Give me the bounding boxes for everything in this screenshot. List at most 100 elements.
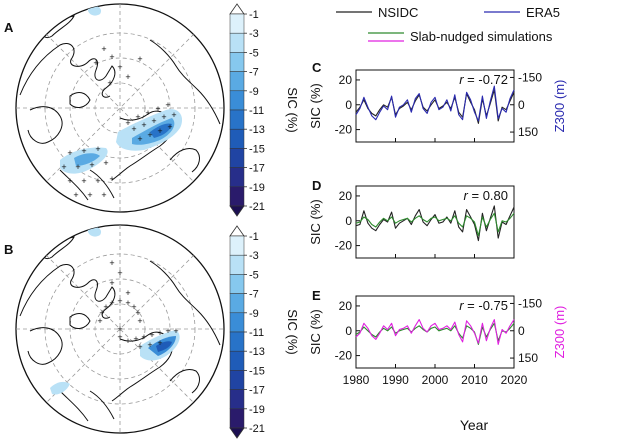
svg-text:+: + xyxy=(173,326,178,336)
series-line xyxy=(355,212,515,237)
colorbar-b-bin xyxy=(229,293,245,314)
svg-text:+: + xyxy=(131,302,136,312)
svg-text:+: + xyxy=(131,124,136,134)
svg-text:+: + xyxy=(97,316,102,326)
series-line xyxy=(355,85,515,122)
colorbar-a-bin xyxy=(229,186,245,207)
map-b-significance-markers: ++++ ++ + + + ++ + + ++ + + + + + + + + + + xyxy=(97,258,178,352)
svg-text:+: + xyxy=(137,134,142,144)
colorbar-b-bin xyxy=(229,312,245,333)
colorbar-b-label: SIC (%) xyxy=(285,309,300,355)
colorbar-b-tick-label: -5 xyxy=(249,269,259,281)
correlation-annotation: r = 0.80 xyxy=(464,188,508,203)
svg-text:+: + xyxy=(133,334,138,344)
svg-text:+: + xyxy=(75,162,80,172)
y2-axis-label: Z300 (m) xyxy=(552,306,567,359)
colorbar-a-extend-top xyxy=(229,3,245,15)
colorbar-b-tick-label: -1 xyxy=(249,231,259,243)
svg-text:+: + xyxy=(117,268,122,278)
map-a-sic-anomaly xyxy=(60,5,183,174)
y-tick-label: 20 xyxy=(339,189,353,203)
svg-text:+: + xyxy=(157,328,162,338)
y-tick-label: -20 xyxy=(335,239,353,253)
series-line xyxy=(355,319,515,345)
colorbar-b-bin xyxy=(229,389,245,410)
colorbar-b-bin xyxy=(229,331,245,352)
y-tick-label: 0 xyxy=(345,214,352,228)
svg-text:+: + xyxy=(73,190,78,200)
y2-axis-label: Z300 (m) xyxy=(552,80,567,133)
series-line xyxy=(355,89,515,124)
svg-text:+: + xyxy=(117,62,122,72)
svg-text:+: + xyxy=(107,78,112,88)
svg-text:+: + xyxy=(135,308,140,318)
panel-label-e: E xyxy=(312,288,321,303)
series-line xyxy=(355,205,515,242)
colorbar-b-tick-label: -11 xyxy=(249,327,264,339)
colorbar-a-tick-label: -11 xyxy=(249,105,264,117)
colorbar-a: -1 -3 -5 -7 -9 -11 -13 -15 -17 -19 -21 SIC (%) xyxy=(229,3,300,217)
y-tick-label: 0 xyxy=(345,98,352,112)
colorbar-b-bin xyxy=(229,370,245,390)
svg-text:+: + xyxy=(89,160,94,170)
map-a-graticule xyxy=(16,4,224,212)
svg-text:+: + xyxy=(95,144,100,154)
svg-text:+: + xyxy=(147,130,152,140)
svg-text:+: + xyxy=(67,176,72,186)
svg-text:+: + xyxy=(151,116,156,126)
colorbar-a-tick-label: -17 xyxy=(249,163,265,175)
colorbar-a-bin xyxy=(229,109,245,130)
svg-text:+: + xyxy=(103,158,108,168)
colorbar-b-bin xyxy=(229,254,245,275)
svg-text:+: + xyxy=(125,298,130,308)
colorbar-a-tick-label: -7 xyxy=(249,67,259,79)
svg-text:+: + xyxy=(137,54,142,64)
colorbar-a-bin xyxy=(229,71,245,92)
colorbar-b-tick-label: -19 xyxy=(249,404,265,416)
map-a-significance-markers: +++ + +++ ++ + + + + + + + + + + + + + + + + + + + + + + + … xyxy=(61,44,176,200)
svg-text:+: + xyxy=(125,118,130,128)
correlation-annotation: r = -0.75 xyxy=(459,298,508,313)
svg-text:+: + xyxy=(117,296,122,306)
colorbar-a-tick-label: -1 xyxy=(249,9,259,21)
svg-text:+: + xyxy=(109,174,114,184)
colorbar-a-bin xyxy=(229,148,245,168)
colorbar-a-bin xyxy=(229,52,245,72)
colorbar-a-tick-label: -5 xyxy=(249,47,259,59)
svg-text:+: + xyxy=(87,190,92,200)
y-axis-label: SIC (%) xyxy=(308,309,323,355)
panel-label-a: A xyxy=(4,20,14,35)
colorbar-b-tick-label: -7 xyxy=(249,289,259,301)
y2-tick-label: 150 xyxy=(518,351,538,365)
svg-text:+: + xyxy=(109,278,114,288)
y-tick-label: 20 xyxy=(339,73,353,87)
svg-text:+: + xyxy=(145,108,150,118)
colorbar-a-tick-label: -15 xyxy=(249,143,265,155)
x-axis-title: Year xyxy=(460,417,489,433)
colorbar-b-tick-label: -21 xyxy=(249,423,265,435)
colorbar-b-tick-label: -9 xyxy=(249,308,259,320)
colorbar-a-bin xyxy=(229,128,245,149)
x-tick-label: 2010 xyxy=(461,373,488,387)
colorbar-b-extend-bottom xyxy=(229,427,245,439)
panel-label-b: B xyxy=(4,242,13,257)
y-tick-label: -20 xyxy=(335,123,353,137)
legend-slab-label: Slab-nudged simulations xyxy=(410,29,553,44)
panel-e: 20 0 -20 SIC (%) -150 0 150 Z300 (m) 1980 1990 200… xyxy=(308,295,567,387)
colorbar-b-bin xyxy=(229,350,245,371)
y-tick-label: -20 xyxy=(335,349,353,363)
correlation-annotation: r = -0.72 xyxy=(459,72,508,87)
map-b: ++++ ++ + + + ++ + + ++ + + + + + + + + + + B xyxy=(4,224,225,434)
svg-text:+: + xyxy=(137,316,142,326)
map-b-sic-anomaly xyxy=(50,226,180,395)
svg-text:+: + xyxy=(109,298,114,308)
y-tick-label: 0 xyxy=(345,324,352,338)
svg-text:+: + xyxy=(101,44,106,54)
y2-tick-label: 150 xyxy=(518,125,538,139)
svg-text:+: + xyxy=(125,72,130,82)
x-tick-label: 1980 xyxy=(343,373,370,387)
colorbar-a-bin xyxy=(229,32,245,53)
colorbar-b-tick-label: -13 xyxy=(249,346,265,358)
y-tick-label: 20 xyxy=(339,299,353,313)
colorbar-a-tick-label: -21 xyxy=(249,201,265,213)
